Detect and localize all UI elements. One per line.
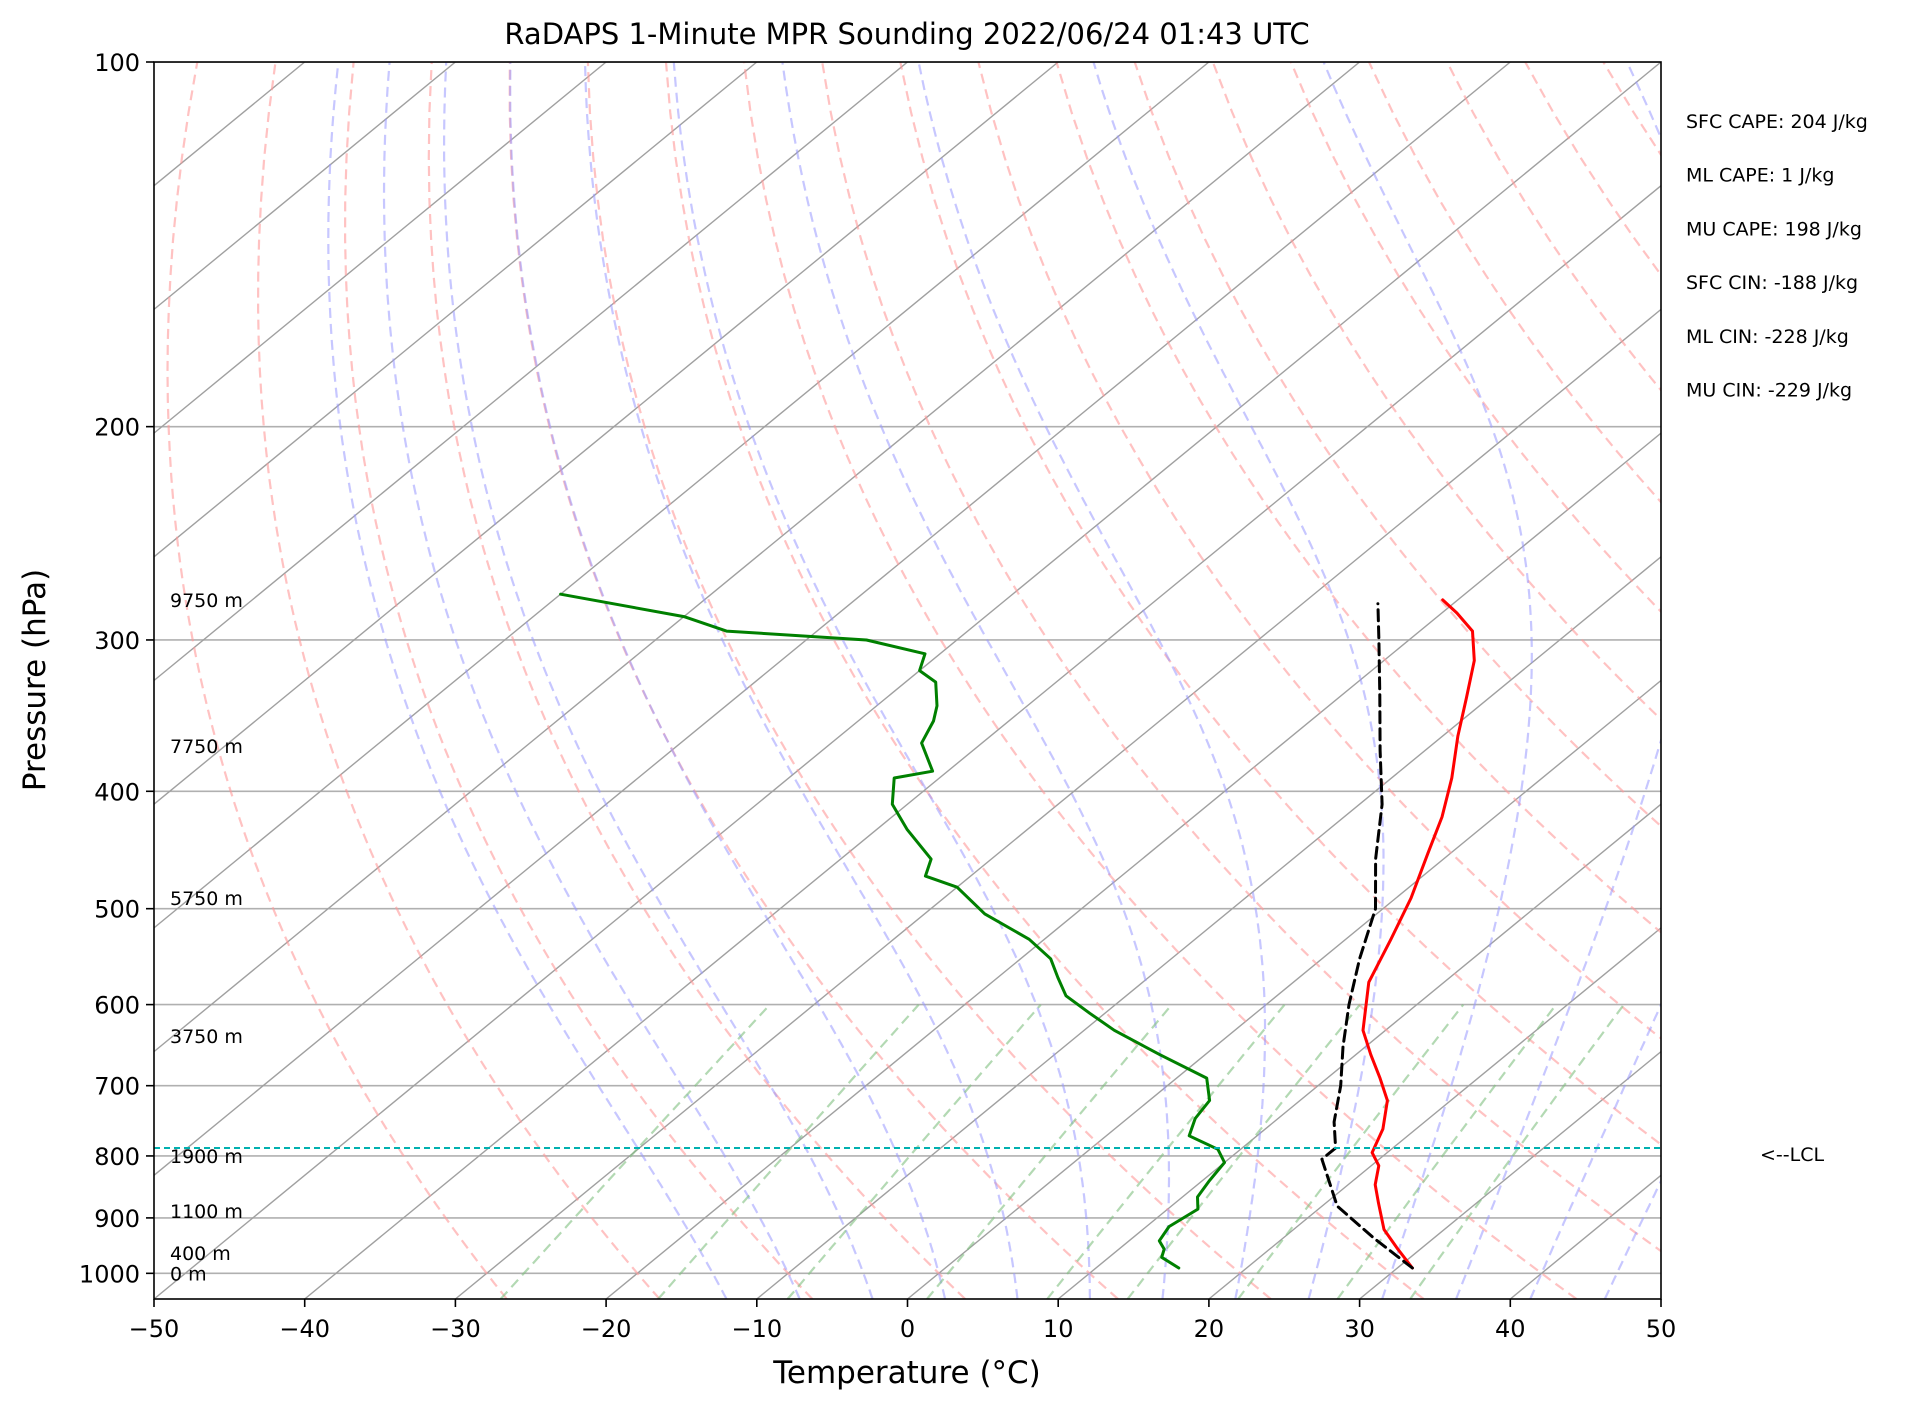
y-tick-label: 300: [94, 627, 140, 655]
y-tick-label: 500: [94, 896, 140, 924]
x-tick-label: 20: [1194, 1315, 1225, 1343]
height-label: 3750 m: [170, 1026, 243, 1048]
x-tick-label: 0: [900, 1315, 915, 1343]
y-tick-label: 800: [94, 1143, 140, 1171]
y-tick-label: 100: [94, 49, 140, 77]
stat-annotation: ML CAPE: 1 J/kg: [1686, 165, 1834, 187]
x-tick-label: 30: [1344, 1315, 1375, 1343]
x-tick-label: 50: [1646, 1315, 1677, 1343]
height-label: 5750 m: [170, 888, 243, 910]
y-tick-label: 400: [94, 778, 140, 806]
stat-annotation: MU CIN: -229 J/kg: [1686, 380, 1852, 402]
y-tick-label: 600: [94, 992, 140, 1020]
chart-title: RaDAPS 1-Minute MPR Sounding 2022/06/24 …: [504, 17, 1309, 51]
stat-annotation: SFC CIN: -188 J/kg: [1686, 272, 1858, 294]
height-label: 0 m: [170, 1263, 207, 1285]
height-label: 7750 m: [170, 736, 243, 758]
x-tick-label: −10: [731, 1315, 782, 1343]
y-tick-label: 900: [94, 1205, 140, 1233]
x-tick-label: −40: [279, 1315, 330, 1343]
x-tick-label: 40: [1495, 1315, 1526, 1343]
y-axis-label: Pressure (hPa): [17, 569, 53, 791]
height-label: 1100 m: [170, 1201, 243, 1223]
y-tick-label: 700: [94, 1073, 140, 1101]
height-label: 9750 m: [170, 590, 243, 612]
x-tick-label: −50: [129, 1315, 180, 1343]
x-tick-label: 10: [1043, 1315, 1074, 1343]
stat-annotation: SFC CAPE: 204 J/kg: [1686, 111, 1868, 133]
stat-annotation: ML CIN: -228 J/kg: [1686, 326, 1849, 348]
lcl-label: <--LCL: [1760, 1144, 1824, 1166]
x-tick-label: −30: [430, 1315, 481, 1343]
x-axis-label: Temperature (°C): [772, 1355, 1041, 1391]
y-tick-label: 200: [94, 414, 140, 442]
stat-annotation: MU CAPE: 198 J/kg: [1686, 218, 1862, 240]
height-label: 1900 m: [170, 1146, 243, 1168]
height-label: 400 m: [170, 1243, 231, 1265]
y-tick-label: 1000: [79, 1260, 140, 1288]
x-tick-label: −20: [581, 1315, 632, 1343]
